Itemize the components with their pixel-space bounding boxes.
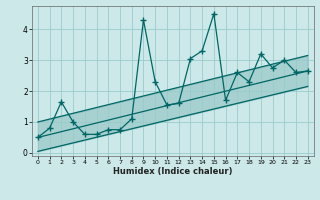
X-axis label: Humidex (Indice chaleur): Humidex (Indice chaleur)	[113, 167, 233, 176]
